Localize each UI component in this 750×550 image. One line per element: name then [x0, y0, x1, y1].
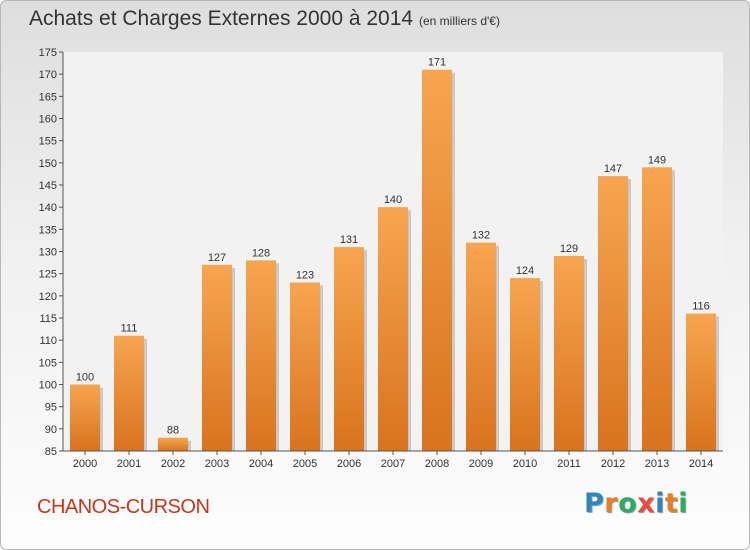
logo-letter: x	[637, 488, 656, 519]
bar	[554, 255, 584, 451]
y-tick-label: 85	[45, 446, 57, 458]
x-tick-label: 2005	[293, 458, 317, 470]
y-tick-label: 165	[39, 91, 57, 103]
chart-title: Achats et Charges Externes 2000 à 2014	[29, 7, 414, 30]
data-label: 131	[340, 234, 358, 246]
x-tick-label: 2014	[689, 458, 713, 470]
y-tick-label: 130	[39, 247, 57, 259]
bar	[642, 167, 672, 451]
y-tick-label: 170	[39, 69, 57, 81]
y-tick-label: 105	[39, 357, 57, 369]
logo-letter: i	[678, 488, 689, 519]
bar	[598, 176, 628, 451]
x-tick-label: 2013	[645, 458, 669, 470]
data-label: 149	[648, 154, 666, 166]
data-label: 111	[121, 323, 138, 335]
y-tick-label: 100	[39, 380, 57, 392]
bar	[466, 242, 496, 451]
x-tick-label: 2003	[205, 458, 229, 470]
y-tick-label: 120	[39, 291, 57, 303]
y-tick-label: 90	[45, 424, 57, 436]
bar	[158, 437, 188, 451]
x-tick-label: 2004	[249, 458, 273, 470]
x-tick-label: 2001	[117, 458, 141, 470]
logo-letter: r	[604, 488, 619, 519]
data-label: 100	[76, 372, 94, 384]
data-label: 132	[472, 230, 490, 242]
y-tick-label: 145	[39, 180, 57, 192]
bar	[114, 335, 144, 451]
y-tick-label: 115	[39, 313, 57, 325]
data-label: 129	[560, 243, 578, 255]
y-tick-label: 140	[39, 202, 57, 214]
x-tick-label: 2000	[73, 458, 97, 470]
chart-subtitle: (en milliers d'€)	[419, 14, 500, 28]
x-tick-label: 2011	[557, 458, 581, 470]
x-tick-label: 2010	[513, 458, 537, 470]
place-name: CHANOS-CURSON	[37, 496, 210, 518]
logo-letter: i	[655, 488, 665, 519]
data-label: 171	[428, 57, 446, 69]
x-tick-label: 2006	[337, 458, 361, 470]
data-label: 88	[167, 425, 179, 437]
bar	[686, 313, 716, 451]
data-label: 127	[208, 252, 226, 264]
data-label: 123	[296, 270, 314, 282]
y-tick-label: 155	[39, 136, 57, 148]
y-tick-label: 125	[39, 269, 57, 281]
data-label: 116	[692, 301, 710, 313]
x-tick-label: 2009	[469, 458, 493, 470]
logo-letter: o	[618, 488, 638, 519]
bar	[70, 384, 100, 451]
y-tick-label: 95	[45, 402, 57, 414]
bar	[510, 278, 540, 451]
bar	[378, 207, 408, 451]
data-label: 124	[516, 265, 534, 277]
y-tick-label: 160	[39, 114, 57, 126]
x-tick-label: 2008	[425, 458, 449, 470]
x-tick-label: 2007	[381, 458, 405, 470]
logo-letter: t	[664, 488, 679, 519]
x-tick-label: 2002	[161, 458, 185, 470]
y-tick-label: 135	[39, 224, 57, 236]
data-label: 140	[384, 194, 402, 206]
y-tick-label: 110	[39, 335, 57, 347]
x-tick-label: 2012	[601, 458, 625, 470]
bar	[334, 247, 364, 451]
bar	[202, 264, 232, 451]
logo-letter: P	[584, 488, 605, 519]
bar	[290, 282, 320, 451]
bar	[246, 260, 276, 451]
data-label: 147	[604, 163, 622, 175]
data-label: 128	[252, 247, 270, 259]
bar	[422, 69, 452, 451]
y-tick-label: 150	[39, 158, 57, 170]
y-tick-label: 175	[39, 47, 57, 59]
proxiti-logo: Proxiti	[584, 488, 688, 519]
